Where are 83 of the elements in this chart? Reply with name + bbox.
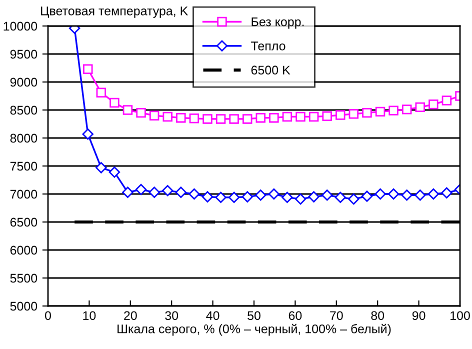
point [401,190,412,201]
point [415,102,425,112]
y-tick-label: 9500 [10,50,38,59]
x-tick-label: 60 [288,311,302,320]
point [362,108,372,118]
point [402,104,412,114]
point [162,185,174,196]
point [175,186,187,198]
point [336,110,346,120]
x-tick-label: 40 [206,311,220,320]
x-tick-label: 0 [45,311,51,320]
x-tick-label: 30 [165,311,178,320]
point [282,112,292,122]
legend-label: Тепло [251,42,286,50]
y-tick-label: 5000 [10,302,38,311]
point [255,190,266,201]
point [428,188,440,200]
y-tick-label: 6000 [10,246,38,255]
point [229,114,239,124]
point [321,190,333,201]
y-tick-label: 7500 [10,162,38,171]
point [256,112,266,123]
point [388,106,398,116]
point [162,112,172,122]
x-tick-label: 90 [412,311,426,320]
point [348,109,359,119]
point [428,100,438,110]
point [375,106,386,117]
point [296,112,306,122]
legend-label: Без корр. [252,18,304,29]
point [348,193,360,205]
x-tick-label: 10 [83,311,96,320]
point [110,98,120,108]
point [322,111,332,122]
point [189,114,200,124]
point [282,192,293,203]
point [294,193,306,205]
y-tick-label: 6500 [10,218,38,227]
point [82,128,94,140]
point [268,188,280,200]
point [441,187,452,198]
point [308,191,320,202]
point [122,105,133,115]
y-tick-label: 10000 [4,22,38,31]
point [202,114,212,124]
y-tick-label: 5500 [10,274,38,283]
point [96,162,107,174]
point [308,112,319,122]
x-axis-title: Шкала серого, % (0% – черный, 100% – белый) [118,324,391,336]
point [334,192,346,203]
point [361,190,373,202]
point [269,112,279,123]
x-tick-label: 70 [330,311,343,320]
x-tick-label: 100 [450,311,470,320]
y-tick-label: 8500 [10,106,38,115]
x-tick-label: 80 [371,311,384,320]
x-tick-label: 20 [124,311,137,320]
point [202,191,214,202]
point [215,192,226,203]
y-axis-title: Цветовая температура, K [41,6,188,18]
y-tick-label: 8000 [10,134,38,143]
point [216,114,226,124]
point [108,166,120,178]
point [242,191,253,202]
point [83,64,93,74]
point [442,96,452,106]
point [148,186,160,198]
point [242,114,252,124]
point [374,188,386,200]
point [388,188,400,200]
point [176,112,186,123]
y-tick-label: 7000 [10,190,38,199]
point [122,186,134,198]
point [96,88,106,98]
point [188,188,200,200]
x-tick-label: 50 [248,311,260,320]
legend-label: 6500 K [251,66,290,75]
point [414,190,426,201]
point [135,184,147,196]
point [149,110,160,120]
point [136,108,146,118]
y-tick-label: 9000 [10,78,38,87]
point [228,192,240,203]
